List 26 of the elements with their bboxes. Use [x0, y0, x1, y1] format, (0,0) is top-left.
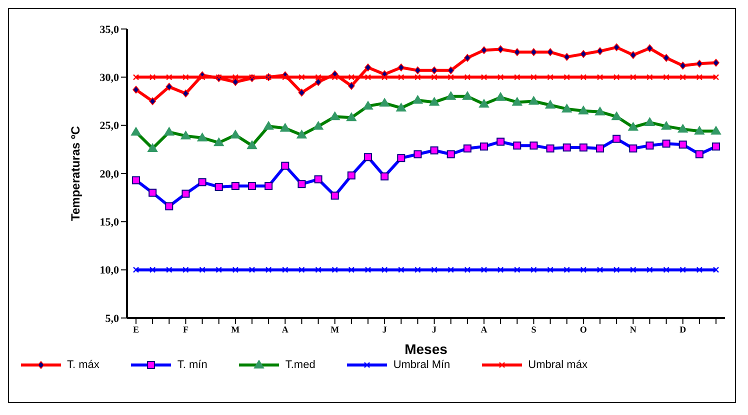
y-tick-label: 5,0	[105, 312, 120, 325]
x-tick-label: D	[680, 324, 687, 334]
x-axis-title: Meses	[404, 341, 448, 357]
legend-label: Umbral Mín	[393, 359, 450, 371]
y-tick-label: 25,0	[100, 120, 120, 132]
x-tick-label: M	[330, 324, 340, 334]
x-tick-label: M	[231, 324, 240, 334]
x-tick-label: A	[480, 324, 488, 334]
x-tick-label: A	[282, 324, 289, 334]
x-tick-label: N	[630, 324, 637, 334]
legend-label: Umbral máx	[528, 359, 588, 371]
x-tick-label: O	[580, 324, 587, 334]
legend-label: T. máx	[67, 359, 100, 371]
y-tick-label: 30,0	[100, 72, 120, 84]
y-tick-label: 35,0	[100, 24, 120, 36]
y-tick-label: 20,0	[100, 168, 120, 180]
y-axis-title: Temperaturas ºC	[68, 126, 82, 221]
x-tick-label: S	[531, 324, 536, 334]
legend-label: T. mín	[177, 359, 208, 371]
legend-label: T.med	[285, 359, 316, 371]
x-tick-label: F	[182, 324, 189, 334]
x-tick-label: J	[432, 324, 438, 334]
y-tick-label: 10,0	[100, 264, 120, 277]
y-tick-label: 15,0	[100, 216, 120, 229]
x-tick-label: E	[132, 324, 140, 334]
x-tick-label: J	[382, 324, 388, 334]
